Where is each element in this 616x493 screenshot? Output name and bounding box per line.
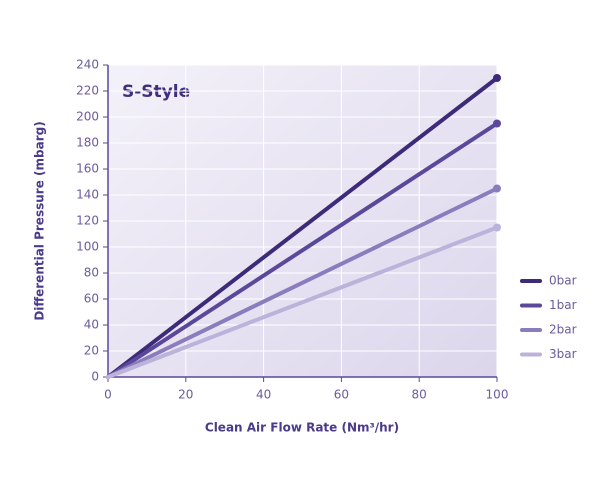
y-axis-title: Differential Pressure (mbarg) bbox=[33, 121, 47, 320]
x-tick-label: 0 bbox=[104, 388, 112, 402]
y-tick-label: 20 bbox=[84, 344, 99, 358]
y-tick-label: 240 bbox=[76, 58, 99, 72]
series-line bbox=[106, 186, 499, 379]
point bbox=[493, 119, 501, 128]
y-tick-label: 220 bbox=[76, 84, 99, 98]
y-tick-label: 40 bbox=[84, 318, 99, 332]
series-line bbox=[106, 225, 499, 379]
point bbox=[493, 184, 501, 193]
x-tick-label: 100 bbox=[486, 388, 509, 402]
legend-label: 0bar bbox=[549, 274, 577, 288]
y-tick-label: 60 bbox=[84, 292, 99, 306]
legend-label: 1bar bbox=[549, 298, 577, 312]
y-tick-label: 0 bbox=[91, 370, 99, 384]
series-line bbox=[106, 121, 499, 379]
y-tick-label: 80 bbox=[84, 266, 99, 280]
x-tick-label: 20 bbox=[178, 388, 193, 402]
legend-label: 3bar bbox=[549, 347, 577, 361]
y-tick-label: 140 bbox=[76, 188, 99, 202]
chart-title: S-Style bbox=[122, 82, 190, 102]
series-line bbox=[106, 76, 499, 379]
point bbox=[493, 223, 501, 232]
y-tick-label: 100 bbox=[76, 240, 99, 254]
x-tick-label: 60 bbox=[334, 388, 349, 402]
x-tick-label: 80 bbox=[412, 388, 427, 402]
legend-label: 2bar bbox=[549, 323, 577, 337]
x-axis-title: Clean Air Flow Rate (Nm³/hr) bbox=[205, 421, 399, 435]
y-tick-label: 160 bbox=[76, 162, 99, 176]
x-tick-label: 40 bbox=[256, 388, 271, 402]
y-tick-label: 120 bbox=[76, 214, 99, 228]
y-tick-label: 180 bbox=[76, 136, 99, 150]
y-tick-label: 200 bbox=[76, 110, 99, 124]
point bbox=[493, 74, 501, 82]
